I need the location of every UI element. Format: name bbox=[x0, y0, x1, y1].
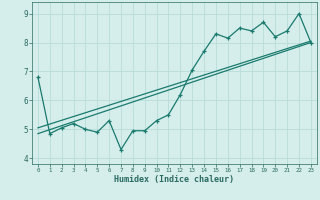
X-axis label: Humidex (Indice chaleur): Humidex (Indice chaleur) bbox=[115, 175, 234, 184]
